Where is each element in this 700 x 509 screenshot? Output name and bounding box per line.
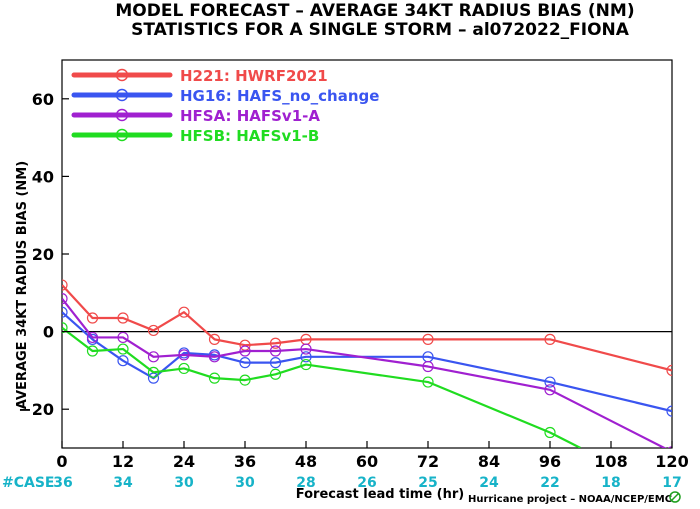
y-tick-label: 0 <box>43 323 54 342</box>
data-point <box>239 374 251 386</box>
data-point <box>117 355 129 367</box>
data-point <box>300 343 312 355</box>
legend-swatch-marker <box>115 108 129 122</box>
case-count: 34 <box>113 475 133 491</box>
data-point <box>86 345 99 357</box>
legend-entry: HFSB: HAFSv1-B <box>180 127 319 145</box>
data-point <box>62 322 68 334</box>
data-point <box>178 362 190 375</box>
data-point <box>178 306 190 318</box>
legend-entry: HG16: HAFS_no_change <box>180 87 379 105</box>
data-point <box>62 279 68 291</box>
x-tick-label: 72 <box>417 452 439 471</box>
data-point <box>269 337 282 349</box>
y-tick-label: 40 <box>32 167 54 186</box>
y-axis-label: AVERAGE 34KT RADIUS BIAS (NM) <box>15 161 30 409</box>
data-point <box>239 357 251 369</box>
case-count: 26 <box>357 475 376 491</box>
noaa-logo-icon <box>669 491 681 503</box>
series-line <box>62 311 672 413</box>
case-count: 18 <box>601 475 620 491</box>
data-point <box>147 366 160 378</box>
data-point <box>269 368 282 380</box>
case-count: 30 <box>174 475 194 491</box>
series-1 <box>62 279 672 376</box>
series-line <box>62 297 667 448</box>
x-tick-label: 0 <box>56 452 67 471</box>
data-point <box>269 345 282 357</box>
data-point <box>208 351 221 363</box>
x-tick-label: 96 <box>539 452 561 471</box>
data-point <box>208 333 221 345</box>
data-point <box>239 345 251 357</box>
data-point <box>544 426 556 439</box>
data-point <box>208 372 221 384</box>
data-point <box>422 360 434 373</box>
case-count: 25 <box>418 475 437 491</box>
chart-title: MODEL FORECAST – AVERAGE 34KT RADIUS BIA… <box>115 1 634 21</box>
series-2 <box>62 306 672 417</box>
legend-swatch-marker <box>115 128 129 142</box>
case-count: 22 <box>540 475 559 491</box>
data-point <box>86 312 99 324</box>
chart-subtitle: STATISTICS FOR A SINGLE STORM – al072022… <box>131 20 630 40</box>
x-tick-label: 84 <box>478 452 500 471</box>
series-layer <box>62 279 672 448</box>
x-tick-label: 120 <box>655 452 688 471</box>
data-point <box>544 376 556 388</box>
x-tick-label: 48 <box>295 452 317 471</box>
legend-swatch-marker <box>115 68 129 82</box>
y-tick-label: −20 <box>18 400 54 419</box>
data-point <box>147 351 160 363</box>
x-tick-label: 108 <box>594 452 627 471</box>
case-count: 28 <box>296 475 315 491</box>
series-3 <box>62 293 672 448</box>
data-point <box>422 333 434 345</box>
x-axis-label: Forecast lead time (hr) <box>296 487 464 502</box>
data-point <box>147 324 160 337</box>
legend-entry: H221: HWRF2021 <box>180 67 328 85</box>
x-tick-label: 60 <box>356 452 378 471</box>
series-4 <box>62 322 581 448</box>
x-tick-label: 12 <box>112 452 134 471</box>
data-point <box>117 312 129 324</box>
data-point <box>117 343 129 355</box>
y-tick-label: 20 <box>32 245 54 264</box>
case-row-label: #CASE <box>2 475 55 491</box>
data-point <box>62 293 68 305</box>
series-line <box>62 326 581 448</box>
data-point <box>117 331 129 344</box>
data-point <box>666 364 672 376</box>
data-point <box>300 351 312 363</box>
x-tick-label: 24 <box>173 452 195 471</box>
data-point <box>544 384 556 396</box>
data-point <box>544 333 556 345</box>
axis-ticks: −20 0 20 40 60 0 12 24 36 48 60 72 84 96 108 120 <box>18 90 688 471</box>
data-point <box>269 357 282 369</box>
data-point <box>300 358 312 371</box>
data-point <box>422 376 434 388</box>
case-count: 30 <box>235 475 255 491</box>
data-point <box>666 405 672 417</box>
data-point <box>62 306 68 318</box>
data-point <box>86 331 99 344</box>
legend-swatch-marker <box>115 88 129 102</box>
footer-credit: Hurricane project – NOAA/NCEP/EMC <box>468 494 672 505</box>
y-tick-label: 60 <box>32 90 54 109</box>
data-point <box>178 349 190 361</box>
case-count: 17 <box>662 475 681 491</box>
legend-entry: HFSA: HAFSv1-A <box>180 107 320 125</box>
legend: H221: HWRF2021 HG16: HAFS_no_change HFSA: … <box>66 63 411 145</box>
case-count: 24 <box>479 475 499 491</box>
x-tick-label: 36 <box>234 452 256 471</box>
case-count: 36 <box>53 475 72 491</box>
